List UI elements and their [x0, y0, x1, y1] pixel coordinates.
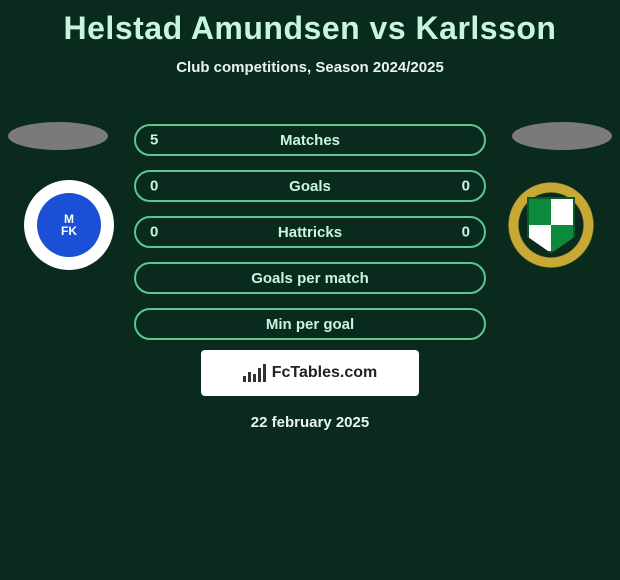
stat-label: Min per goal — [266, 316, 354, 333]
page-title: Helstad Amundsen vs Karlsson — [0, 10, 620, 47]
chart-icon — [243, 364, 266, 382]
main-area: M FK 5 Matches 0 Goals — [0, 102, 620, 342]
stat-left-value: 0 — [150, 224, 158, 241]
molde-logo-text: M FK — [61, 213, 77, 237]
stat-right-value: 0 — [462, 224, 470, 241]
stat-row-goals: 0 Goals 0 — [134, 170, 486, 202]
stat-rows: 5 Matches 0 Goals 0 0 Hattricks 0 Goals … — [134, 124, 486, 354]
stat-row-matches: 5 Matches — [134, 124, 486, 156]
comparison-card: Helstad Amundsen vs Karlsson Club compet… — [0, 0, 620, 431]
page-subtitle: Club competitions, Season 2024/2025 — [0, 59, 620, 76]
hammarby-logo-icon — [506, 180, 596, 270]
stat-left-value: 5 — [150, 132, 158, 149]
stat-label: Goals per match — [251, 270, 369, 287]
footer-date: 22 february 2025 — [0, 414, 620, 431]
stat-label: Hattricks — [278, 224, 342, 241]
brand-suffix: Tables.com — [290, 364, 377, 381]
molde-logo-icon: M FK — [24, 180, 114, 270]
player-silhouette-left — [8, 122, 108, 150]
stat-row-goals-per-match: Goals per match — [134, 262, 486, 294]
stat-row-hattricks: 0 Hattricks 0 — [134, 216, 486, 248]
molde-fk: FK — [61, 224, 77, 238]
brand-badge[interactable]: FcTables.com — [201, 350, 419, 396]
club-logo-right — [506, 180, 596, 270]
stat-right-value: 0 — [462, 178, 470, 195]
stat-label: Matches — [280, 132, 340, 149]
stat-row-min-per-goal: Min per goal — [134, 308, 486, 340]
brand-prefix: Fc — [272, 364, 291, 381]
player-silhouette-right — [512, 122, 612, 150]
stat-label: Goals — [289, 178, 331, 195]
molde-logo-inner: M FK — [37, 193, 101, 257]
stat-left-value: 0 — [150, 178, 158, 195]
brand-text: FcTables.com — [272, 364, 378, 382]
club-logo-left: M FK — [24, 180, 114, 270]
